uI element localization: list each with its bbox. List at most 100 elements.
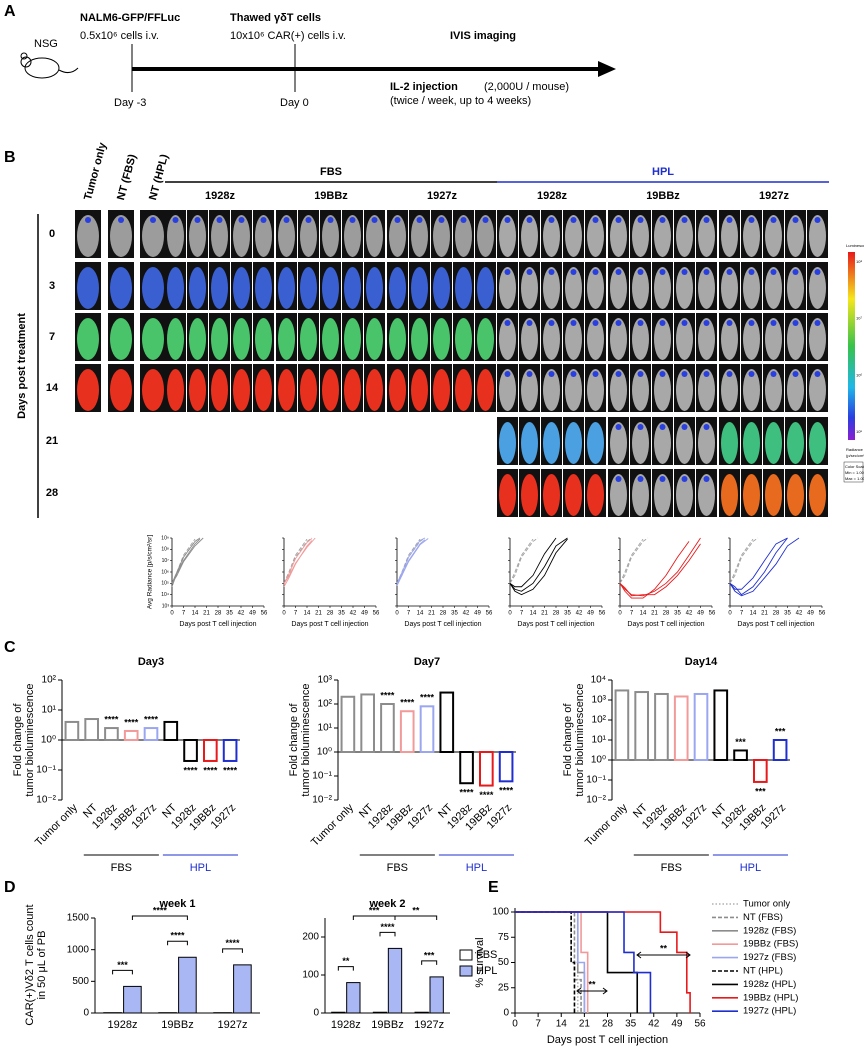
ivis-signal bbox=[743, 369, 760, 411]
significance: ** bbox=[660, 943, 668, 953]
ivis-spot bbox=[615, 269, 622, 275]
x-tick-label: 56 bbox=[709, 611, 716, 617]
ivis-spot bbox=[416, 217, 423, 223]
timeline-arrow bbox=[598, 61, 616, 77]
x-tick-label: 42 bbox=[648, 1019, 660, 1030]
ivis-signal bbox=[787, 267, 804, 309]
day-label: 0 bbox=[49, 228, 55, 240]
ivis-signal bbox=[543, 267, 560, 309]
ivis-spot bbox=[814, 217, 821, 223]
x-tick-label: 21 bbox=[761, 611, 768, 617]
ivis-signal bbox=[110, 318, 132, 360]
x-tick-label: 35 bbox=[226, 611, 233, 617]
ivis-signal bbox=[189, 369, 206, 411]
ivis-signal bbox=[610, 369, 627, 411]
ivis-signal bbox=[610, 474, 627, 516]
colorbar-tick: 10⁸ bbox=[856, 259, 862, 264]
y-tick-label: 10⁷ bbox=[162, 558, 170, 564]
ivis-signal bbox=[142, 267, 164, 309]
ivis-signal bbox=[809, 215, 826, 257]
ivis-signal bbox=[77, 267, 99, 309]
x-tick-label: 7 bbox=[740, 611, 744, 617]
category-label: 1928z bbox=[331, 1019, 361, 1031]
ivis-spot bbox=[150, 217, 156, 223]
ivis-spot bbox=[615, 217, 622, 223]
ivis-spot bbox=[703, 320, 710, 326]
x-tick-label: 7 bbox=[407, 611, 411, 617]
ivis-spot bbox=[703, 269, 710, 275]
ivis-signal bbox=[322, 369, 339, 411]
ivis-signal bbox=[233, 215, 250, 257]
ivis-spot bbox=[194, 217, 201, 223]
y-tick-label: 10⁻² bbox=[312, 795, 332, 806]
ivis-signal bbox=[698, 422, 715, 464]
ivis-spot bbox=[703, 371, 710, 377]
ivis-signal bbox=[455, 369, 472, 411]
colorbar-box bbox=[843, 461, 864, 483]
ivis-signal bbox=[721, 267, 738, 309]
y-axis-label: tumor bioluminescence bbox=[24, 683, 36, 796]
bar bbox=[634, 691, 649, 761]
colorbar-title: Luminescence bbox=[846, 243, 864, 248]
media-label: FBS bbox=[320, 166, 342, 178]
y-tick-label: 10¹ bbox=[592, 735, 607, 746]
ivis-signal bbox=[521, 318, 538, 360]
day-label: Day -3 bbox=[114, 97, 146, 109]
group-label: HPL bbox=[466, 862, 487, 874]
ivis-spot bbox=[592, 269, 599, 275]
ivis-signal bbox=[389, 318, 406, 360]
category-label: 1927z bbox=[414, 1019, 444, 1031]
ivis-spot bbox=[460, 217, 467, 223]
ivis-signal bbox=[809, 318, 826, 360]
x-tick-label: 42 bbox=[463, 611, 470, 617]
ivis-signal bbox=[142, 215, 164, 257]
ivis-signal bbox=[610, 318, 627, 360]
ivis-spot bbox=[526, 320, 533, 326]
ivis-spot bbox=[726, 217, 733, 223]
ivis-signal bbox=[455, 267, 472, 309]
legend-label: NT (FBS) bbox=[743, 912, 783, 923]
ivis-spot bbox=[327, 217, 334, 223]
ivis-spot bbox=[305, 217, 312, 223]
x-tick-label: 28 bbox=[327, 611, 334, 617]
ivis-spot bbox=[637, 269, 644, 275]
survival-curve bbox=[515, 911, 576, 1013]
radiance-line bbox=[509, 538, 534, 584]
group-label: Tumor only bbox=[82, 141, 109, 202]
ivis-spot bbox=[814, 371, 821, 377]
significance: **** bbox=[400, 698, 415, 708]
significance: ** bbox=[588, 979, 596, 989]
ivis-spot bbox=[681, 371, 688, 377]
bar bbox=[331, 1011, 346, 1014]
radiance-line bbox=[619, 538, 644, 584]
survival-curve bbox=[515, 911, 639, 1013]
ivis-signal bbox=[654, 215, 671, 257]
survival-curve bbox=[515, 911, 652, 1013]
construct-label: 19BBz bbox=[646, 190, 680, 202]
bar bbox=[459, 751, 474, 785]
radiance-line bbox=[619, 537, 701, 597]
ivis-spot bbox=[349, 217, 356, 223]
y-tick-label: 1500 bbox=[67, 913, 90, 924]
category-label: Tumor only bbox=[309, 801, 356, 848]
ivis-signal bbox=[142, 318, 164, 360]
y-tick-label: 10² bbox=[42, 675, 57, 686]
ivis-signal bbox=[676, 215, 693, 257]
x-axis-label: Days post T cell injection bbox=[291, 621, 368, 628]
ivis-signal bbox=[787, 474, 804, 516]
significance: *** bbox=[735, 737, 746, 747]
bracket bbox=[337, 966, 354, 971]
ivis-signal bbox=[676, 267, 693, 309]
ivis-signal bbox=[521, 474, 538, 516]
y-tick-label: 10⁻² bbox=[586, 795, 606, 806]
x-tick-label: 7 bbox=[294, 611, 298, 617]
radiance-line bbox=[509, 537, 568, 592]
bar bbox=[479, 751, 494, 787]
ivis-signal bbox=[189, 318, 206, 360]
y-tick-label: 10⁹ bbox=[161, 535, 169, 541]
ivis-spot bbox=[637, 476, 644, 482]
ivis-signal bbox=[521, 267, 538, 309]
ivis-signal bbox=[142, 369, 164, 411]
ivis-spot bbox=[548, 371, 555, 377]
x-tick-label: 42 bbox=[576, 611, 583, 617]
